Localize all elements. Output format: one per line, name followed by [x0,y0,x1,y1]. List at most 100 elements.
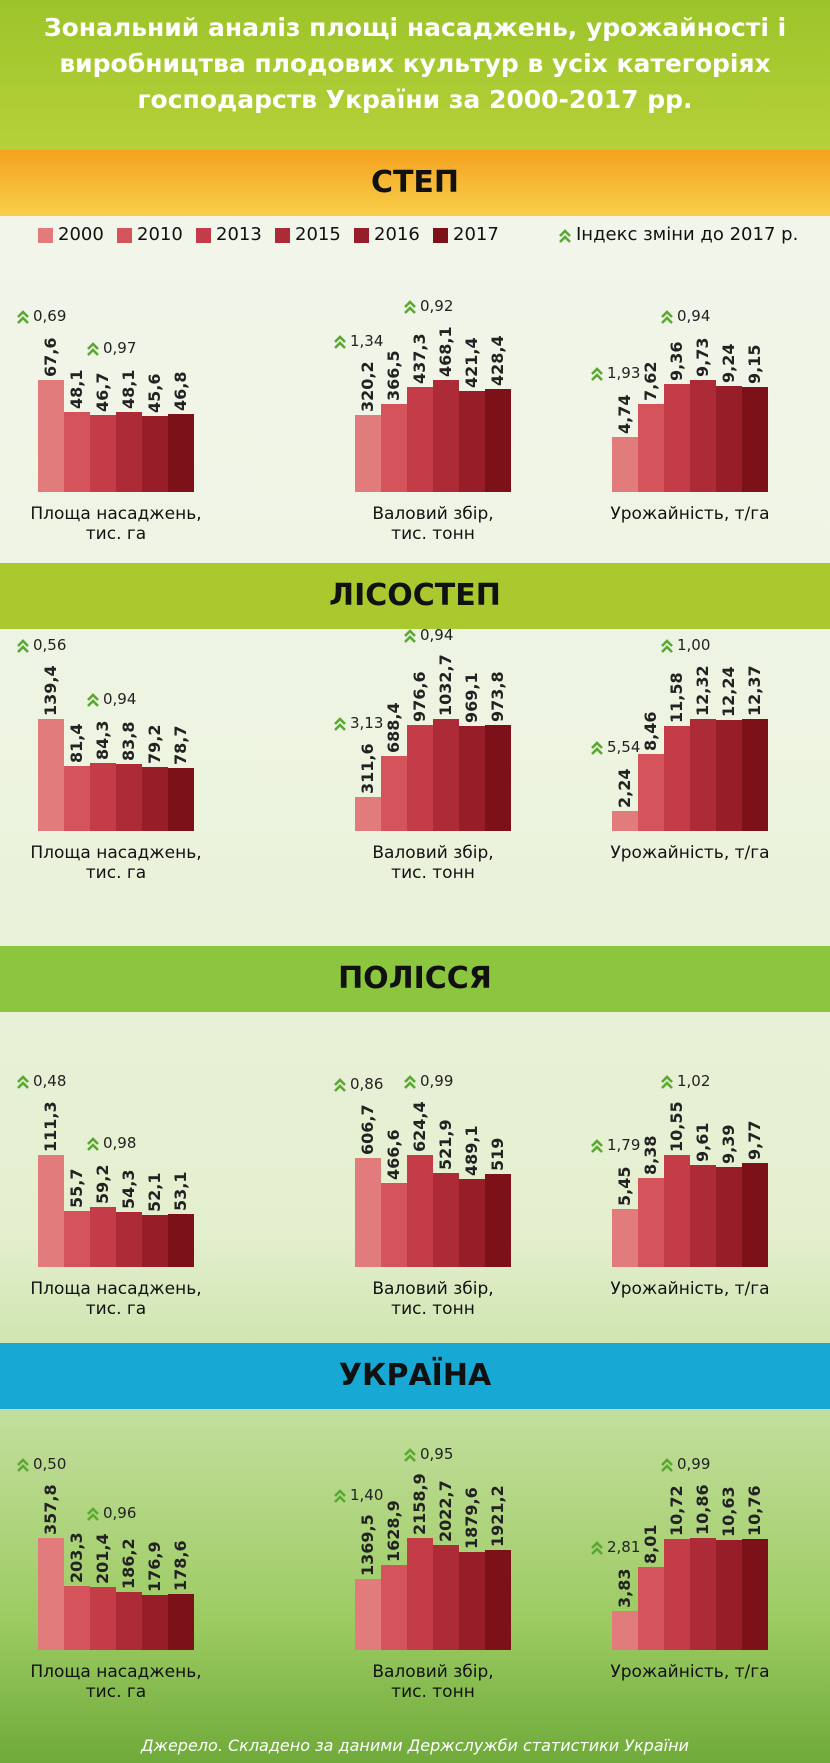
bar [742,1163,768,1267]
value-label: 83,8 [119,721,138,761]
legend-label: 2015 [295,224,341,245]
value-label: 468,1 [436,326,455,377]
value-label: 178,6 [171,1540,190,1592]
chart-title: Валовий збір, тис. тонн [372,504,494,544]
index-icon [87,1507,99,1521]
bar [116,1212,142,1267]
index-icon [404,300,416,314]
legend-index-label: Індекс зміни до 2017 р. [576,224,799,245]
value-label: 46,7 [93,372,112,412]
zone-header: ПОЛІССЯ [0,946,830,1012]
value-label: 311,6 [358,743,377,795]
value-label: 1628,9 [384,1500,403,1563]
bar [90,1586,116,1650]
source-note: Джерело. Складено за даними Держслужби с… [141,1736,689,1755]
bar [38,1538,64,1650]
bar [407,725,433,831]
bar [742,386,768,492]
index-icon [591,1540,603,1555]
index-value: 1,02 [677,1072,711,1090]
index-value: 1,00 [677,636,711,654]
index-value: 0,96 [103,1503,137,1522]
value-label: 139,4 [41,665,60,716]
bar [64,412,90,492]
index-icon [87,342,99,357]
bar [742,1539,768,1650]
legend-swatch [275,228,290,243]
bar [485,1550,511,1650]
bar [664,384,690,492]
index-icon [404,629,416,643]
value-label: 624,4 [410,1101,429,1152]
value-label: 12,24 [719,666,738,718]
bar [716,1540,742,1650]
bar [168,767,194,831]
value-label: 421,4 [462,337,481,389]
bar [355,415,381,492]
chart-title: Валовий збір, тис. тонн [372,1279,494,1319]
bar [716,385,742,492]
value-label: 10,55 [667,1101,686,1152]
bar [116,412,142,492]
bar [142,1214,168,1267]
legend-swatch [196,228,211,243]
bar [38,1155,64,1267]
index-icon [661,1075,673,1089]
chart-title: Площа насаджень, тис. га [30,843,202,883]
index-value: 1,93 [607,364,641,383]
chart-title: Урожайність, т/га [610,504,770,524]
value-label: 320,2 [358,361,377,413]
index-icon [591,740,603,755]
index-value: 0,92 [420,297,454,315]
legend-swatch [433,228,448,243]
bar [664,1155,690,1267]
index-value: 0,48 [33,1072,67,1090]
index-value: 3,13 [350,714,384,733]
bar [638,1567,664,1650]
value-label: 1369,5 [358,1514,377,1576]
bar [485,1173,511,1267]
zone-header: СТЕП [0,150,830,216]
value-label: 10,76 [745,1485,764,1537]
value-label: 1032,7 [436,654,455,716]
value-label: 55,7 [67,1168,86,1208]
bar [433,380,459,492]
bar [690,380,716,492]
bar [355,1578,381,1650]
index-icon [661,639,673,653]
bar [690,1538,716,1650]
value-label: 969,1 [462,672,481,723]
bar [716,1167,742,1267]
chart-title: Урожайність, т/га [610,843,770,863]
value-label: 4,74 [615,394,634,435]
value-label: 111,3 [41,1101,60,1152]
index-value: 0,99 [677,1455,711,1473]
value-label: 2022,7 [436,1480,455,1543]
bar [116,763,142,831]
value-label: 688,4 [384,702,403,754]
bar [381,1183,407,1267]
index-icon [17,1458,29,1472]
bar [459,1552,485,1650]
index-icon [334,1489,346,1503]
value-label: 9,24 [719,343,738,383]
value-label: 8,01 [641,1524,660,1565]
bar [638,754,664,831]
value-label: 357,8 [41,1484,60,1535]
index-icon [334,717,346,732]
index-icon [17,310,29,324]
value-label: 3,83 [615,1568,634,1608]
value-label: 9,15 [745,344,764,384]
value-label: 606,7 [358,1104,377,1156]
bar [64,1210,90,1267]
value-label: 366,5 [384,350,403,402]
index-value: 0,99 [420,1072,454,1090]
bar [433,719,459,831]
chart-title: Площа насаджень, тис. га [30,1279,202,1319]
value-label: 9,36 [667,341,686,382]
value-label: 81,4 [67,723,86,763]
bar [485,725,511,831]
value-label: 203,3 [67,1532,86,1584]
bar [742,719,768,831]
chart-title: Урожайність, т/га [610,1279,770,1299]
